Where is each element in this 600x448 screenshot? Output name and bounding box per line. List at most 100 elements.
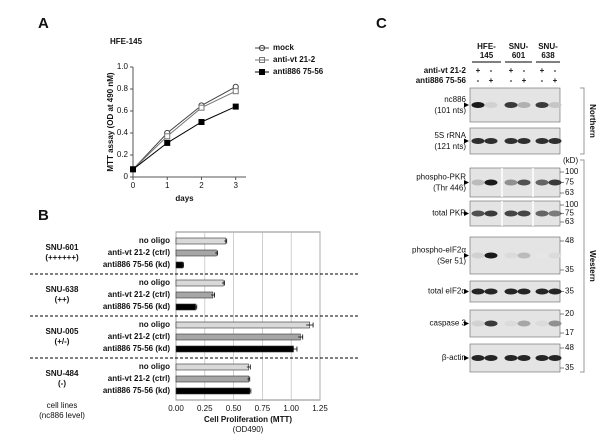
cell-line: 145 xyxy=(480,51,494,60)
y-axis-label: MTT assay (OD at 490 nM) xyxy=(106,72,115,171)
bar xyxy=(175,237,226,245)
y-tick-label: 0.4 xyxy=(117,128,129,137)
bar-label: no oligo xyxy=(139,236,170,245)
blot-band xyxy=(548,252,562,259)
point xyxy=(198,119,205,125)
panel-label: A xyxy=(38,15,49,32)
row-arrow xyxy=(464,211,469,216)
error-bar xyxy=(194,304,198,310)
blot-band xyxy=(484,102,498,108)
blot-band xyxy=(471,355,485,361)
blot-band xyxy=(504,355,518,361)
blot-band xyxy=(471,252,485,259)
blot-band xyxy=(535,288,549,295)
blot-band xyxy=(548,288,562,295)
blot-row-label: β-actin xyxy=(442,353,466,362)
point xyxy=(164,133,171,140)
bar-label: no oligo xyxy=(139,320,170,329)
mw-marker: 63 xyxy=(565,217,574,226)
error-bar xyxy=(247,376,251,382)
bar xyxy=(175,249,217,257)
treatment-mark: - xyxy=(523,66,526,75)
blot-band xyxy=(517,102,531,108)
blot-band xyxy=(535,102,549,108)
treatment-mark: + xyxy=(553,76,558,85)
blot-band xyxy=(471,288,485,295)
row-arrow xyxy=(464,355,469,361)
group-level: (+/-) xyxy=(55,337,70,346)
method-bracket xyxy=(580,159,585,373)
error-bar xyxy=(182,262,184,268)
row-arrow xyxy=(464,253,469,258)
group-name: SNU-601 xyxy=(46,243,79,252)
blot-band xyxy=(504,138,518,144)
blot-row-label: phospho-eIF2α xyxy=(412,246,466,255)
row-arrow xyxy=(464,289,469,294)
treatment-mark: - xyxy=(477,76,480,85)
blot-band xyxy=(535,252,549,259)
row-arrow xyxy=(464,180,469,185)
legend-label: anti886 75-56 xyxy=(273,67,324,76)
method-label: Northern xyxy=(588,104,597,138)
group-axis-label: cell lines xyxy=(47,401,78,410)
group-name: SNU-484 xyxy=(46,369,79,378)
x-tick-label: 0.00 xyxy=(168,404,184,413)
blot-band xyxy=(484,179,498,186)
group-name: SNU-638 xyxy=(46,285,79,294)
x-tick-label: 2 xyxy=(199,181,204,190)
mw-marker: 35 xyxy=(565,265,574,274)
bar-label: anti-vt 21-2 (ctrl) xyxy=(108,374,171,383)
blot-band xyxy=(504,320,518,327)
blot-band xyxy=(517,355,531,361)
bar-label: anti886 75-56 (kd) xyxy=(103,386,170,395)
blot-band xyxy=(471,320,485,327)
bar xyxy=(175,375,249,383)
blot-band xyxy=(504,179,518,186)
blot-row-sublabel: (Thr 446) xyxy=(433,184,466,193)
x-tick-label: 1.25 xyxy=(312,404,328,413)
panel-label: B xyxy=(38,207,49,224)
blot-row-label: 5S rRNA xyxy=(434,131,466,140)
cell-line: SNU- xyxy=(509,42,529,51)
bar xyxy=(175,279,224,287)
mw-marker: 100 xyxy=(565,200,579,209)
bar xyxy=(175,321,310,329)
blot-row-label: total eIF2α xyxy=(428,287,466,296)
panel-label: C xyxy=(376,15,387,32)
bar xyxy=(175,333,301,341)
treatment-mark: - xyxy=(554,66,557,75)
group-name: SNU-005 xyxy=(46,327,79,336)
error-bar xyxy=(215,250,218,256)
mw-marker: 100 xyxy=(565,167,579,176)
mw-marker: 75 xyxy=(565,209,574,218)
x-tick-label: 0 xyxy=(131,181,136,190)
treatment-label: anti-vt 21-2 xyxy=(424,66,467,75)
x-tick-label: 0.50 xyxy=(226,404,242,413)
treatment-mark: + xyxy=(522,76,527,85)
x-axis-label: Cell Proliferation (MTT) xyxy=(204,415,292,424)
blot-band xyxy=(484,252,498,259)
y-tick-label: 1.0 xyxy=(117,62,129,71)
blot-band xyxy=(548,320,562,327)
bar xyxy=(175,345,294,353)
blot-band xyxy=(517,320,531,327)
bar xyxy=(175,363,249,371)
series-line xyxy=(132,86,236,170)
cell-line: 601 xyxy=(512,51,526,60)
bar xyxy=(175,387,251,395)
blot-band xyxy=(504,252,518,259)
blot-band xyxy=(548,355,562,361)
x-tick-label: 1.00 xyxy=(283,404,299,413)
mw-marker: 63 xyxy=(565,188,574,197)
series-line xyxy=(132,90,236,170)
x-tick-label: 3 xyxy=(234,181,239,190)
blot-band xyxy=(548,138,562,144)
chart-title: HFE-145 xyxy=(110,37,143,46)
bar-label: no oligo xyxy=(139,362,170,371)
blot-band xyxy=(484,138,498,144)
blot-row-sublabel: (Ser 51) xyxy=(437,257,466,266)
blot-band xyxy=(548,210,562,217)
blot-band xyxy=(517,210,531,217)
